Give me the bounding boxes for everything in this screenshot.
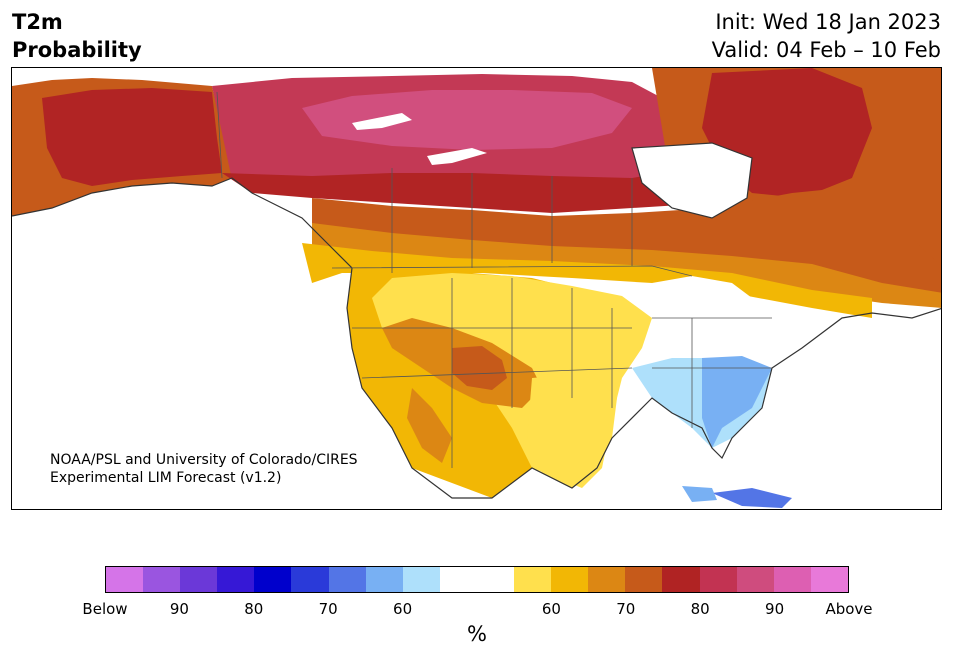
colorbar-swatch	[514, 567, 552, 592]
colorbar-swatch	[328, 567, 366, 592]
colorbar-swatch	[439, 567, 477, 592]
title-line-2: Probability	[12, 38, 142, 62]
colorbar-tick-label: 60	[393, 600, 413, 618]
texas-above-60	[527, 373, 617, 488]
colorbar-swatch	[476, 567, 515, 592]
colorbar-swatch	[254, 567, 292, 592]
band-65	[302, 243, 872, 318]
coastlines	[12, 142, 941, 499]
map-title: T2m Probability	[12, 8, 142, 64]
colorbar-tick-label: 80	[690, 600, 710, 618]
southeast-below-70	[702, 356, 772, 448]
colorbar-swatch	[106, 567, 144, 592]
probability-map: NOAA/PSL and University of Colorado/CIRE…	[11, 67, 942, 510]
alaska-core	[42, 88, 222, 186]
colorbar-tick-label: Below	[82, 600, 128, 618]
quebec-band-75	[312, 188, 941, 298]
colorbar-swatch	[402, 567, 440, 592]
colorbar-swatch	[143, 567, 181, 592]
colorbar-swatch	[736, 567, 774, 592]
probability-colorbar	[105, 566, 849, 593]
colorbar-swatch	[773, 567, 811, 592]
colorbar-swatch	[291, 567, 329, 592]
colorbar-tick-label: 90	[765, 600, 785, 618]
fourcorners-above-75	[452, 346, 507, 390]
colorbar-tick-label: Above	[825, 600, 873, 618]
colorbar-swatch	[217, 567, 255, 592]
great-slave-lake	[352, 113, 412, 130]
borders	[216, 91, 772, 468]
cuba-below-80	[712, 488, 792, 508]
great-bear-lake	[427, 148, 487, 165]
colorbar-swatch	[625, 567, 663, 592]
valid-range: Valid: 04 Feb – 10 Feb	[711, 38, 941, 62]
baja-above-70	[407, 388, 452, 463]
forecast-credit: NOAA/PSL and University of Colorado/CIRE…	[50, 451, 358, 487]
colorbar-unit: %	[467, 622, 487, 646]
colorbar-swatch	[365, 567, 403, 592]
colorbar-tick-label: 80	[244, 600, 264, 618]
forecast-dates: Init: Wed 18 Jan 2023 Valid: 04 Feb – 10…	[712, 8, 941, 64]
canada-arctic-region	[302, 90, 632, 150]
colorbar-swatch	[588, 567, 626, 592]
colorbar-swatch	[810, 567, 848, 592]
great-lakes	[652, 276, 752, 313]
colorbar-tick-label: 70	[616, 600, 636, 618]
colorbar-tick-label: 90	[169, 600, 189, 618]
credit-line-2: Experimental LIM Forecast (v1.2)	[50, 470, 282, 486]
init-date: Init: Wed 18 Jan 2023	[715, 10, 941, 34]
colorbar-swatch	[551, 567, 589, 592]
colorbar-tick-label: 70	[318, 600, 338, 618]
colorbar-swatch	[662, 567, 700, 592]
map-svg	[12, 68, 941, 508]
colorbar-tick-label: 60	[541, 600, 561, 618]
cuba-below-70	[682, 486, 717, 502]
title-line-1: T2m	[12, 10, 63, 34]
colorbar-swatch	[180, 567, 218, 592]
colorbar-swatch	[699, 567, 737, 592]
credit-line-1: NOAA/PSL and University of Colorado/CIRE…	[50, 452, 358, 468]
